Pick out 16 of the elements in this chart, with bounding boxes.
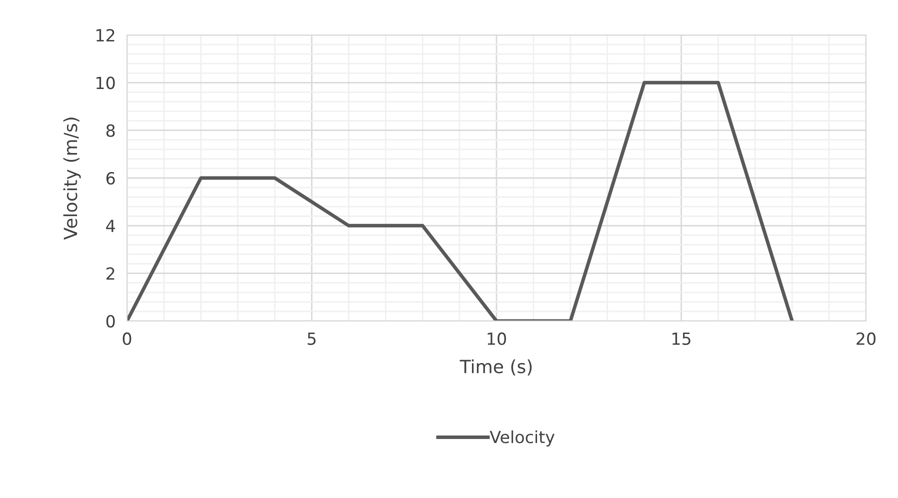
- y-tick-label: 0: [106, 314, 115, 328]
- x-axis-title: Time (s): [460, 359, 532, 376]
- y-tick-label: 6: [106, 172, 115, 185]
- y-tick-label: 10: [96, 76, 115, 90]
- y-tick-label: 12: [96, 28, 114, 42]
- y-tick-label: 4: [106, 220, 115, 232]
- x-tick-label: 20: [856, 332, 876, 346]
- x-tick-label: 0: [122, 332, 132, 346]
- legend-label: Velocity: [490, 430, 555, 447]
- x-tick-label: 15: [672, 332, 690, 346]
- y-tick-label: 2: [106, 267, 114, 280]
- x-tick-label: 10: [488, 332, 506, 346]
- line-series: [127, 80, 794, 321]
- y-tick-label: 8: [106, 124, 115, 137]
- x-tick-label: 5: [308, 332, 316, 346]
- y-axis-title: Velocity (m/s): [63, 118, 81, 240]
